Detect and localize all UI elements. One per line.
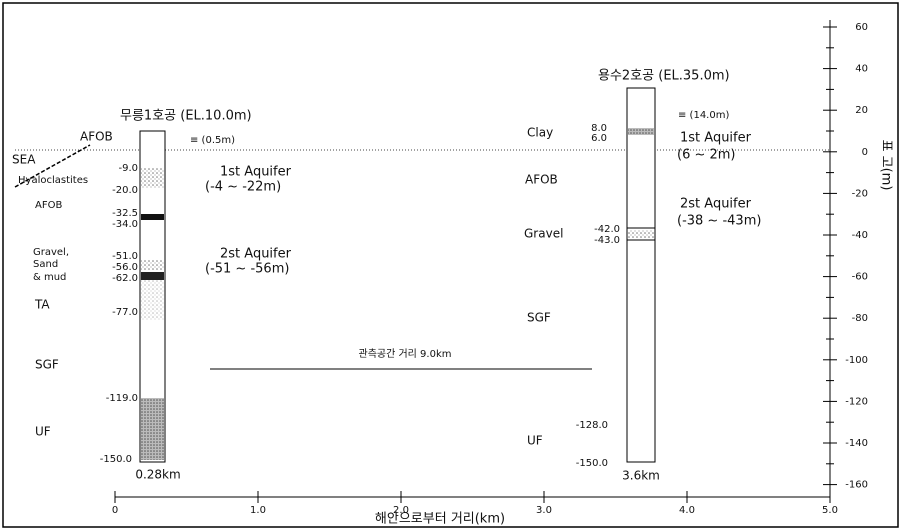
layer-label: Sand [33,259,58,270]
x-tick-label: 5.0 [822,505,838,516]
y-tick-label: -120 [845,396,868,407]
depth-label: -34.0 [112,219,138,230]
layer-label: UF [35,425,51,439]
aquifer-name: 1st Aquifer [680,131,752,146]
y-tick-label: -100 [845,355,868,366]
layer-label: AFOB [525,173,558,187]
water-level: ≡ (0.5m) [190,135,235,146]
x-tick-label: 3.0 [536,505,552,516]
well-title: 무릉1호공 (EL.10.0m) [120,109,252,124]
well2-column [627,88,655,462]
x-tick-label: 2.0 [393,505,409,516]
diagram: 관측공간 거리 9.0km 해안으로부터 거리(km) 표 고(m) 60402… [0,0,901,531]
y-tick-label: 60 [855,22,868,33]
layer-label: SGF [35,358,59,372]
x-tick-label: 0 [112,505,118,516]
depth-label: -77.0 [112,307,138,318]
y-tick-label: -140 [845,438,868,449]
layer-label: Gravel, [33,247,69,258]
aquifer-name: 2st Aquifer [220,247,292,262]
y-tick-label: -40 [852,230,868,241]
x-tick-label: 4.0 [679,505,695,516]
depth-label: -128.0 [576,420,608,431]
depth-label: -56.0 [112,262,138,273]
y-tick-label: 0 [862,147,868,158]
well1-column [140,131,165,462]
layer-label: Clay [527,126,553,140]
well-title: 용수2호공 (EL.35.0m) [598,69,730,84]
aquifer-name: 2st Aquifer [680,197,752,212]
y-axis-label: 표 고(m) [879,140,894,191]
water-level: ≡ (14.0m) [678,110,729,121]
depth-label: -62.0 [112,273,138,284]
depth-label: -32.5 [112,208,138,219]
depth-label: -150.0 [100,454,132,465]
distance-label: 관측공간 거리 9.0km [359,348,452,360]
depth-label: -51.0 [112,251,138,262]
y-tick-label: -80 [852,313,868,324]
aquifer-range: (-51 ~ -56m) [205,262,289,277]
layer-label: & mud [33,272,66,283]
depth-label: -9.0 [118,163,138,174]
well-location: 3.6km [622,469,660,483]
layer-label: SEA [12,153,36,167]
depth-label: -119.0 [106,393,138,404]
y-tick-label: -60 [852,272,868,283]
depth-label: 6.0 [591,133,607,144]
aquifer-range: (-38 ~ -43m) [677,214,761,229]
layer-label: TA [34,298,50,312]
layer-label: AFOB [80,130,113,144]
y-tick-label: -20 [852,188,868,199]
layer-label: SGF [527,311,551,325]
y-tick-label: 40 [855,64,868,75]
aquifer-name: 1st Aquifer [220,165,292,180]
y-tick-label: 20 [855,105,868,116]
depth-label: -43.0 [594,235,620,246]
depth-label: -20.0 [112,185,138,196]
y-tick-label: -160 [845,480,868,491]
layer-label: Gravel [524,227,563,241]
aquifer-range: (6 ~ 2m) [677,148,736,163]
depth-label: -150.0 [576,458,608,469]
well-location: 0.28km [135,468,180,482]
layer-label: UF [527,434,543,448]
depth-label: -42.0 [594,224,620,235]
layer-label: Hyaloclastites [18,175,88,186]
aquifer-range: (-4 ~ -22m) [205,180,281,195]
x-tick-label: 1.0 [250,505,266,516]
layer-label: AFOB [35,200,62,211]
